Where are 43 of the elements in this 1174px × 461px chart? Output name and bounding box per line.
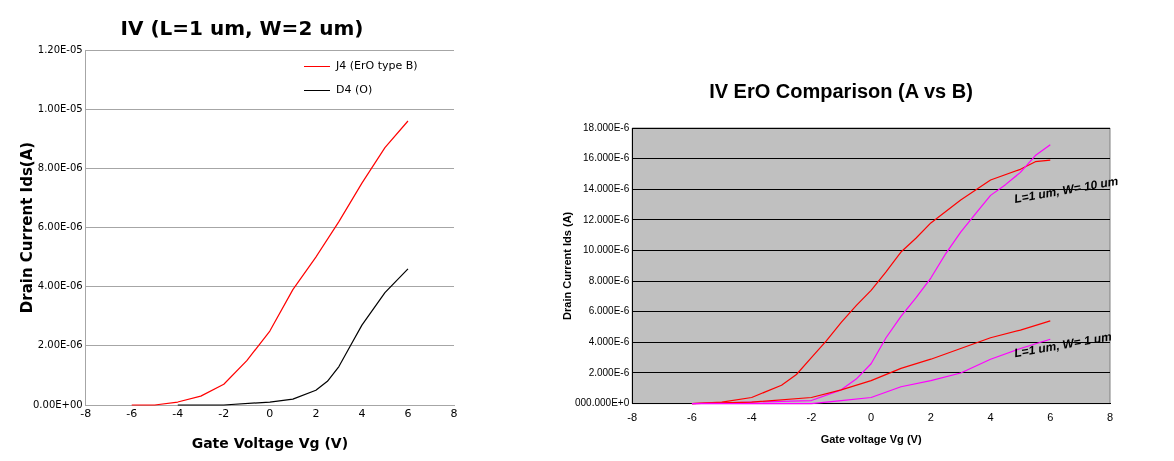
- x-tick-label: 4: [987, 411, 994, 424]
- x-tick-label: 8: [450, 407, 458, 421]
- x-tick-label: -2: [218, 407, 230, 421]
- y-axis-title: Drain Current Ids (A): [561, 211, 574, 320]
- x-tick-label: -2: [806, 411, 817, 424]
- x-axis-title: Gate voltage Vg (V): [820, 433, 922, 446]
- chart-title: IV ErO Comparison (A vs B): [709, 79, 973, 102]
- x-tick-label: 6: [404, 407, 412, 421]
- x-tick-label: 0: [266, 407, 274, 421]
- y-tick-label: 12.000E-6: [583, 213, 630, 225]
- x-tick-label: 6: [1047, 411, 1054, 424]
- y-tick-label: 16.000E-6: [583, 152, 630, 164]
- y-tick-label: 000.000E+0: [575, 397, 630, 409]
- y-tick-label: 8.000E-6: [588, 274, 630, 286]
- legend-label: D4 (O): [336, 82, 373, 98]
- y-tick-label: 18.000E-6: [583, 121, 630, 133]
- y-tick-label: 1.00E-05: [37, 102, 83, 114]
- x-tick-label: 0: [868, 411, 875, 424]
- y-tick-label: 6.000E-6: [588, 305, 630, 317]
- x-tick-label: 2: [312, 407, 320, 421]
- y-tick-label: 6.00E-06: [37, 221, 83, 233]
- x-tick-label: -6: [687, 411, 697, 424]
- y-tick-label: 2.00E-06: [37, 339, 83, 351]
- x-tick-label: -8: [80, 407, 92, 421]
- y-tick-label: 2.000E-6: [588, 366, 630, 378]
- y-tick-label: 10.000E-6: [583, 244, 630, 256]
- y-tick-label: 0.00E+00: [33, 398, 83, 410]
- x-tick-label: 8: [1106, 411, 1114, 424]
- x-tick-label: -4: [172, 407, 184, 421]
- y-axis-title: Drain Current Ids(A): [17, 141, 36, 314]
- y-tick-label: 8.00E-06: [37, 161, 83, 173]
- y-tick-label: 4.000E-6: [588, 336, 630, 348]
- y-tick-label: 4.00E-06: [37, 280, 83, 292]
- legend-label: J4 (ErO type B): [336, 58, 418, 74]
- x-tick-label: 2: [927, 411, 934, 424]
- y-tick-label: 1.20E-05: [37, 43, 83, 55]
- x-axis-title: Gate Voltage Vg (V): [191, 435, 349, 452]
- x-tick-label: -6: [126, 407, 138, 421]
- y-tick-label: 14.000E-6: [583, 182, 630, 194]
- x-tick-label: 4: [358, 407, 366, 421]
- x-tick-label: -8: [627, 411, 638, 424]
- x-tick-label: -4: [746, 411, 757, 424]
- chart-title: IV (L=1 um, W=2 um): [120, 16, 364, 41]
